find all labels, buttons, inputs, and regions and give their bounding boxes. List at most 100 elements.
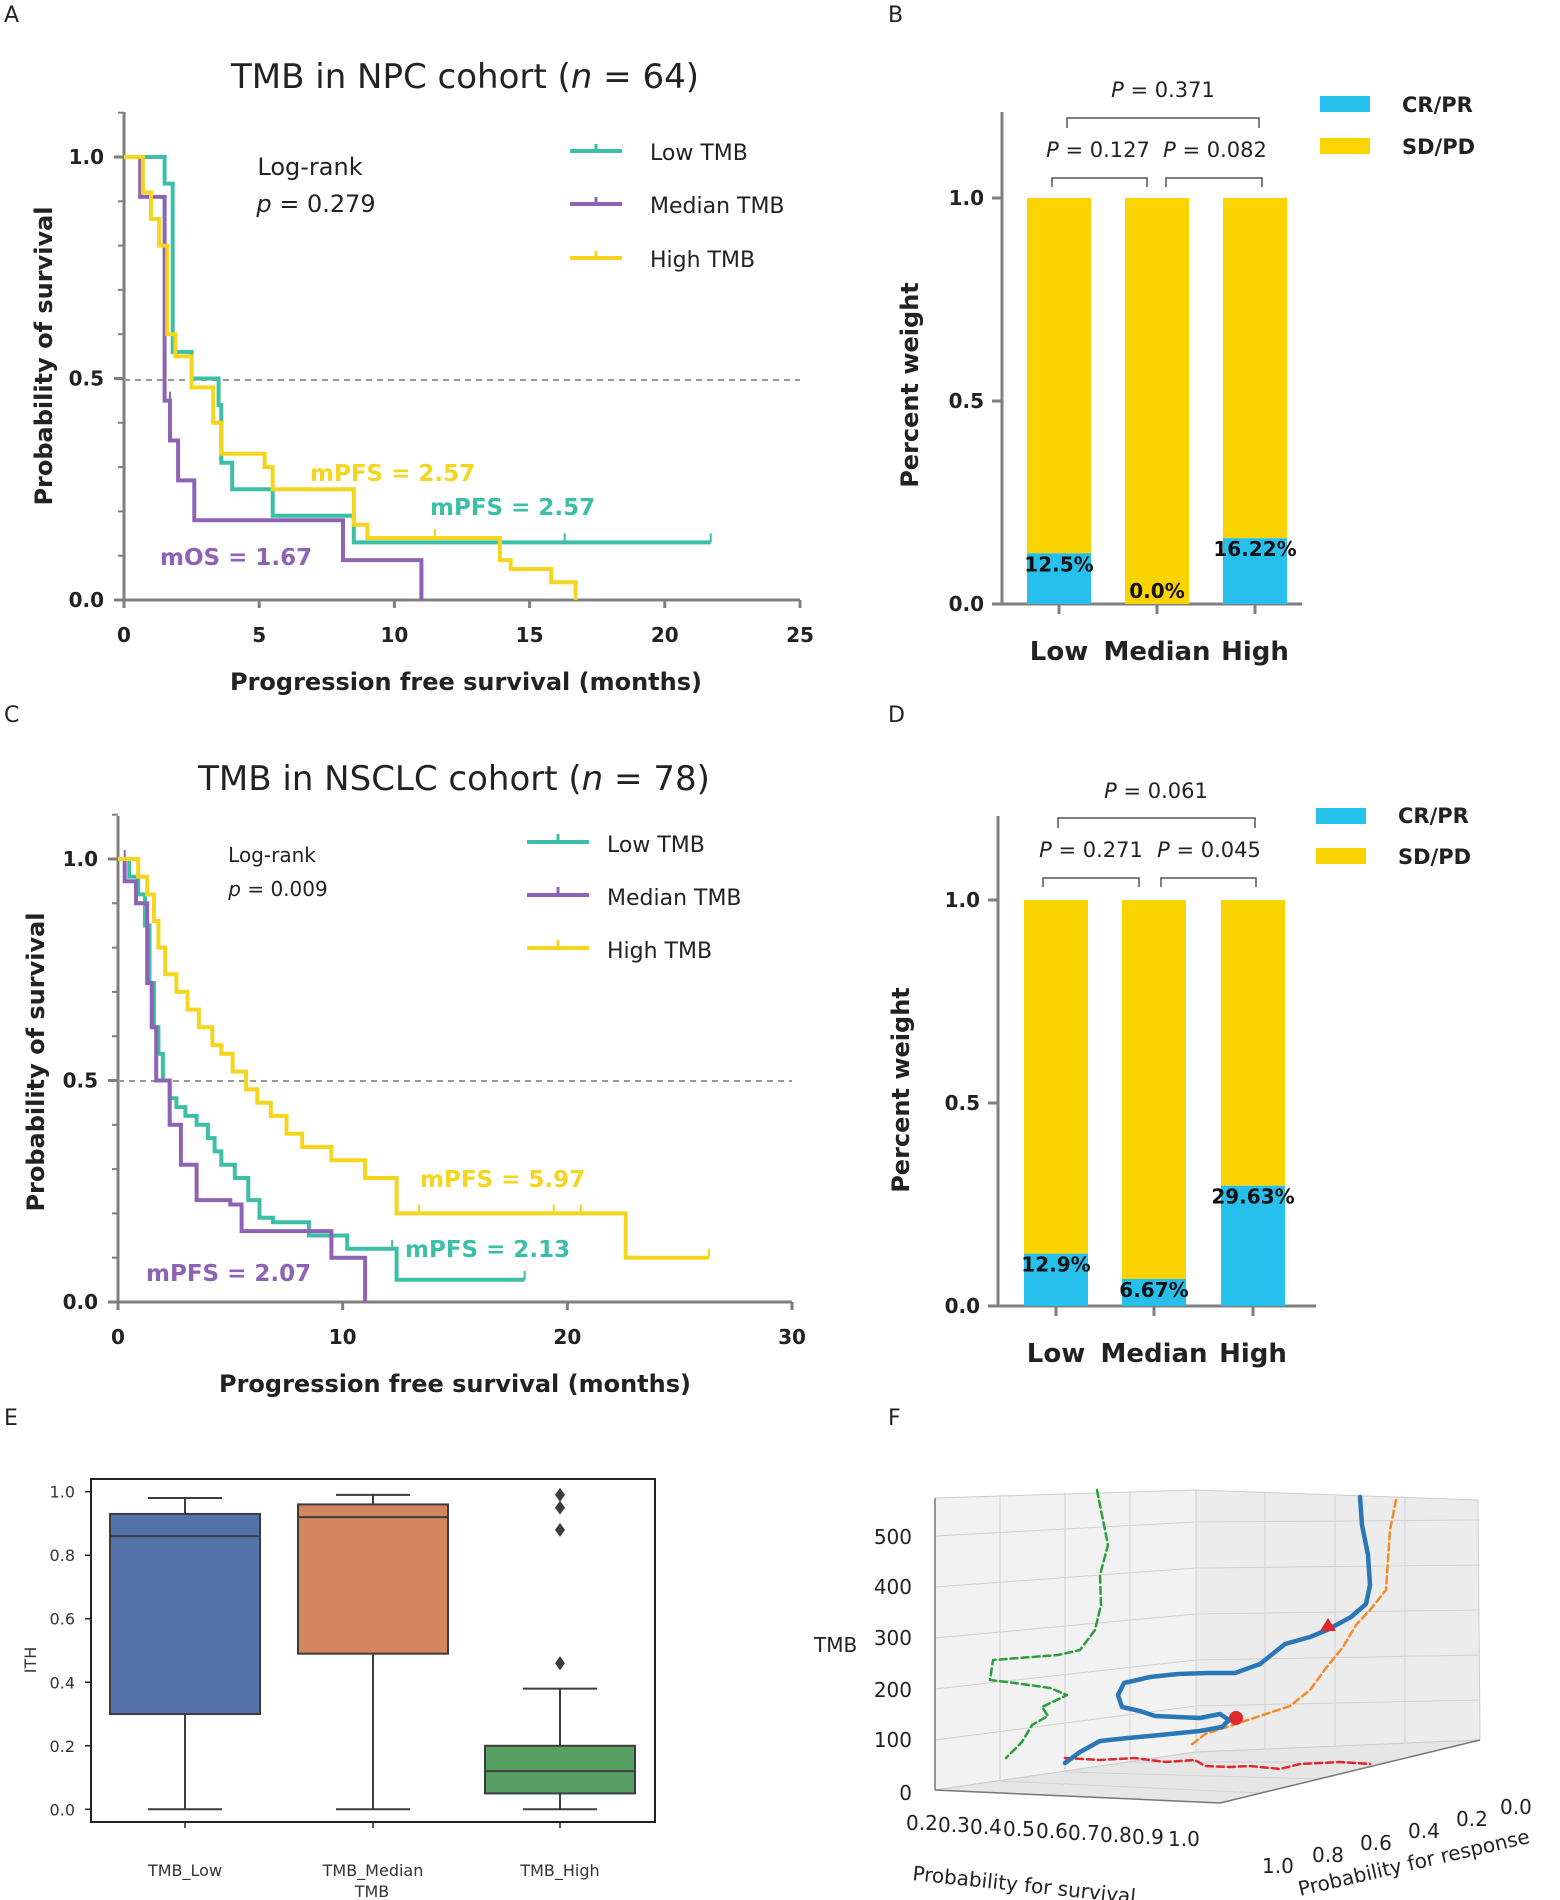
- panel-f-x-ticks: 0.2 0.3 0.4 0.5 0.6 0.7 0.8 0.9 1.0: [906, 1811, 1200, 1851]
- y-tick-label: 0.0: [945, 1294, 980, 1318]
- panel-b-y-label: Percent weight: [896, 282, 924, 488]
- panel-f-letter: F: [888, 1406, 901, 1431]
- panel-a-legend: Low TMB Median TMB High TMB: [570, 141, 785, 273]
- panel-c-stat-p: p = 0.009: [227, 877, 327, 901]
- panel-c-y-label: Probability of survival: [22, 912, 50, 1211]
- legend-swatch-sdpd: [1320, 138, 1370, 154]
- legend-label-median: Median TMB: [650, 194, 785, 219]
- bar-data-label: 0.0%: [1129, 579, 1184, 603]
- z-tick: 100: [874, 1728, 912, 1752]
- panel-e: E 0.00.20.40.60.81.0 TMB_Low TMB_Median TM…: [4, 1406, 656, 1900]
- bar-sdpd: [1221, 900, 1285, 1186]
- panel-e-y-label: ITH: [21, 1647, 40, 1674]
- grid-line: [999, 1780, 1261, 1794]
- z-tick: 400: [874, 1575, 912, 1599]
- bracket-low-median: [1051, 177, 1148, 187]
- panel-b-letter: B: [888, 3, 903, 28]
- y-tick-label: 0.5: [949, 389, 984, 413]
- panel-f-z-label: TMB: [813, 1633, 857, 1657]
- bar-sdpd: [1223, 198, 1287, 539]
- legend-swatch-sdpd: [1316, 848, 1366, 864]
- y-tick-label: 0.5: [945, 1091, 980, 1115]
- grid-line: [1064, 1771, 1321, 1780]
- x-tick-label: Low: [1030, 637, 1088, 667]
- panel-b-brackets: [1051, 117, 1263, 187]
- km-curve-low: [124, 155, 711, 545]
- panel-d-p-median-high: P = 0.045: [1157, 838, 1261, 862]
- km-curve-median: [118, 857, 368, 1302]
- legend-label-low: Low TMB: [650, 141, 748, 166]
- panel-a-stat-p: p = 0.279: [255, 190, 375, 218]
- panel-b-y-ticks: 0.0 0.5 1.0: [949, 186, 1002, 616]
- panel-b-p-low-high: P = 0.371: [1111, 78, 1215, 102]
- panel-f-grid: [934, 1491, 1481, 1794]
- grid-line: [1195, 1654, 1481, 1661]
- z-tick: 0: [899, 1781, 912, 1805]
- panel-f-circle-marker: [1229, 1711, 1243, 1725]
- panel-d-p-low-median: P = 0.271: [1039, 838, 1143, 862]
- panel-b-bars: Low 12.5% Median 0.0% High 16.22%: [1024, 198, 1297, 667]
- panel-b-legend: CR/PR SD/PD: [1320, 93, 1475, 159]
- bar-sdpd: [1122, 900, 1186, 1279]
- y-tick-label: 1.0: [63, 847, 98, 871]
- x-tick-label: 0: [117, 623, 131, 647]
- x-tick-label: Low: [1027, 1339, 1085, 1369]
- y-tick: 0.6: [1360, 1831, 1392, 1855]
- panel-f-y-ticks: 1.0 0.8 0.6 0.4 0.2 0.0: [1262, 1795, 1532, 1878]
- bar-sdpd: [1027, 198, 1091, 554]
- x-tick-label: 20: [553, 1325, 581, 1349]
- x-tick: 1.0: [1168, 1827, 1200, 1851]
- legend-label-sdpd: SD/PD: [1398, 845, 1471, 869]
- legend-label-high: High TMB: [607, 939, 712, 964]
- panel-f-triangle-marker: [1320, 1618, 1336, 1631]
- panel-a-curves: [124, 155, 712, 600]
- x-tick: 0.6: [1036, 1819, 1068, 1843]
- y-tick-label: 1.0: [945, 888, 980, 912]
- grid-line: [1195, 1564, 1481, 1569]
- x-tick: 0.2: [906, 1811, 938, 1835]
- x-tick: 0.7: [1068, 1821, 1100, 1845]
- panel-c-curves: [118, 850, 710, 1302]
- km-curve-high: [118, 857, 709, 1260]
- y-tick-label: 0.8: [50, 1546, 75, 1565]
- panel-c-y-ticks: 0.0 0.5 1.0: [63, 847, 118, 1314]
- bar-sdpd: [1024, 900, 1088, 1254]
- bar-data-label: 16.22%: [1213, 537, 1296, 561]
- km-curve-median: [124, 155, 424, 600]
- panel-f-x-axis: [934, 1789, 1221, 1804]
- bracket-median-high: [1165, 177, 1263, 187]
- bar-data-label: 29.63%: [1211, 1185, 1294, 1209]
- bracket-low-median: [1042, 877, 1140, 887]
- panel-a-y-label: Probability of survival: [30, 206, 58, 505]
- x-tick-label: TMB_Low: [147, 1861, 222, 1881]
- x-tick-label: 10: [380, 623, 408, 647]
- panel-b-p-low-median: P = 0.127: [1046, 138, 1150, 162]
- x-tick-label: High: [1221, 637, 1289, 667]
- km-curve-high: [124, 155, 578, 600]
- bracket-low-high: [1057, 817, 1256, 828]
- panel-c-y-minor-ticks: [112, 813, 118, 1259]
- panel-d-y-ticks: 0.0 0.5 1.0: [945, 888, 998, 1318]
- x-tick: 0.4: [970, 1815, 1002, 1839]
- x-tick-label: 15: [516, 623, 544, 647]
- grid-line: [1195, 1699, 1481, 1707]
- box-outlier: [555, 1522, 565, 1537]
- bar-crpr: [1122, 1278, 1186, 1306]
- panel-f-x-label: Probability for survival: [911, 1861, 1137, 1900]
- z-tick: 500: [874, 1525, 912, 1549]
- y-tick-label: 0.0: [63, 1290, 98, 1314]
- grid-line: [1195, 1519, 1481, 1523]
- panel-a: A TMB in NPC cohort (n = 64) 0 5 10 15 20 25 …: [4, 3, 814, 696]
- x-tick: 0.9: [1132, 1825, 1164, 1849]
- bar-data-label: 12.9%: [1021, 1253, 1090, 1277]
- panel-f-curve-blue: [1062, 1494, 1373, 1766]
- panel-c-x-label: Progression free survival (months): [219, 1370, 691, 1398]
- z-tick: 200: [874, 1678, 912, 1702]
- panel-a-letter: A: [4, 3, 19, 28]
- panel-a-y-minor-ticks: [118, 111, 124, 557]
- y-tick-label: 0.0: [50, 1800, 75, 1819]
- panel-c-title: TMB in NSCLC cohort (n = 78): [197, 759, 710, 799]
- panel-a-annotation-high: mPFS = 2.57: [310, 461, 475, 487]
- y-tick: 0.4: [1408, 1819, 1440, 1843]
- panel-a-annotation-low: mPFS = 2.57: [430, 495, 595, 521]
